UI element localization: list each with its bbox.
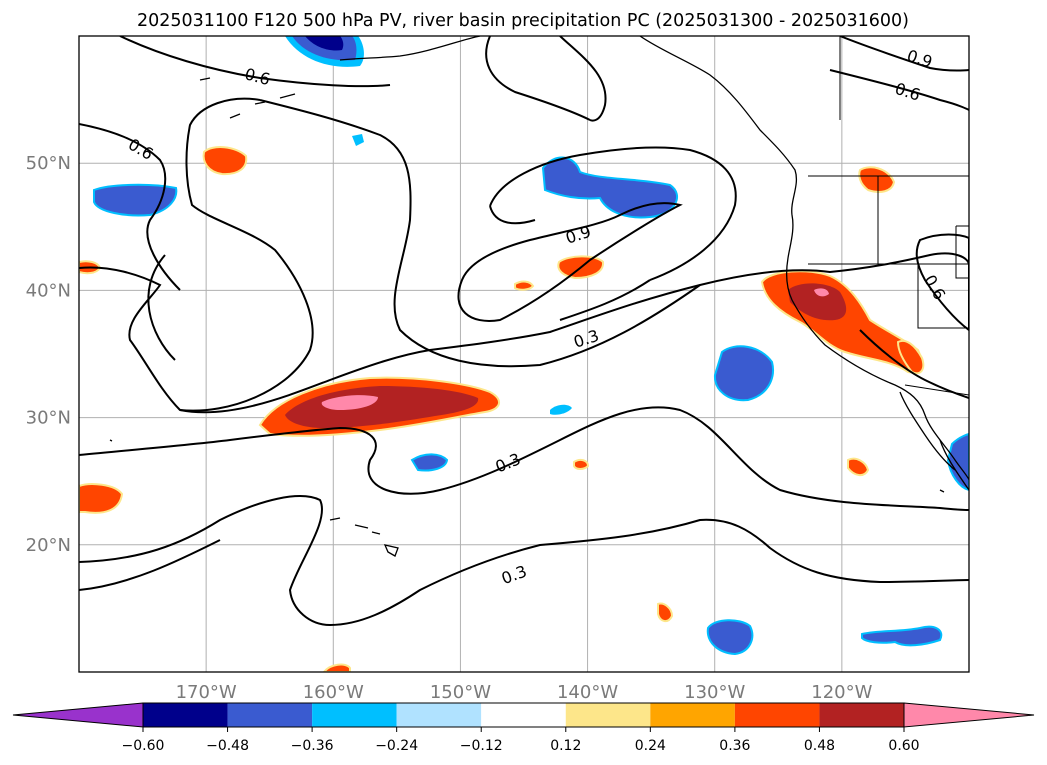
colorbar-frame	[142, 702, 905, 728]
coastline-aleutians	[199, 77, 296, 119]
colorbar-tick-label: −0.48	[206, 738, 249, 754]
colorbar-tick-label: 0.12	[550, 738, 581, 754]
figure-title: 2025031100 F120 500 hPa PV, river basin …	[137, 11, 909, 31]
gridlines	[79, 36, 969, 672]
precip-negative-blob	[93, 183, 178, 217]
pv-contour-line	[859, 329, 969, 399]
precip-positive-blob	[573, 458, 590, 470]
colorbar-segment	[312, 703, 397, 727]
colorbar-segment	[143, 703, 228, 727]
precip-positive-blob	[285, 386, 479, 428]
precip-positive-blob	[321, 395, 378, 410]
precip-positive-blob	[858, 166, 896, 193]
precip-negative-blob	[541, 156, 679, 219]
colorbar-tick-label: 0.48	[804, 738, 835, 754]
colorbar-tick-label: 0.24	[635, 738, 666, 754]
coastline-north-america	[639, 36, 969, 481]
precip-positive-blob	[847, 457, 870, 476]
precip-positive-blob	[896, 339, 925, 375]
colorbar-tick-label: 0.36	[719, 738, 750, 754]
coastline-islands	[109, 439, 945, 493]
border-us-mexico	[904, 384, 969, 396]
pv-contour-line	[489, 205, 536, 225]
precip-positive-blob	[514, 280, 535, 291]
coastlines	[109, 36, 969, 557]
colorbar-tick-label: −0.24	[375, 738, 418, 754]
colorbar-extend-high	[903, 702, 1035, 728]
precip-negative-blob	[713, 345, 774, 402]
colorbar-tick-label: −0.60	[122, 738, 165, 754]
colorbar-segment	[481, 703, 566, 727]
coastline-mexico	[939, 439, 969, 491]
pv-contour-line	[489, 146, 737, 281]
pv-contour-line	[259, 99, 701, 368]
precip-negative-blob	[410, 453, 449, 472]
map-frame	[78, 35, 970, 673]
lat-tick-label: 50°N	[26, 153, 71, 174]
lon-tick-label: 150°W	[430, 682, 491, 703]
pv-contour-line	[119, 36, 391, 88]
coastline-baja	[899, 391, 956, 471]
colorbar-extend-low	[12, 702, 144, 728]
precip-negative-blob	[861, 625, 943, 647]
precip-positive-blob	[788, 283, 847, 321]
colorbar-segment	[650, 703, 735, 727]
pv-contour-line	[79, 252, 969, 414]
border-states	[808, 36, 969, 329]
lon-tick-label: 140°W	[557, 682, 618, 703]
precip-negative-blob	[946, 432, 969, 492]
colorbar-tick-label: 0.60	[888, 738, 919, 754]
pv-contour-line	[457, 202, 683, 322]
pv-contour-line	[829, 69, 969, 111]
map-background	[79, 36, 969, 672]
coastline-alaska	[339, 36, 481, 61]
precip-negative-blob	[305, 36, 344, 51]
lon-tick-label: 170°W	[176, 682, 237, 703]
pv-contour-line	[79, 406, 969, 511]
colorbar-segment	[396, 703, 482, 727]
precip-positive-blob	[202, 146, 248, 176]
map-panel: 0.6 0.6 0.9 0.3 0.3 0.3 0.9 0.6 0.6 170°…	[26, 35, 970, 703]
lon-tick-label: 120°W	[811, 682, 872, 703]
latitude-tick-labels: 20°N 30°N 40°N 50°N	[26, 153, 71, 556]
pv-contour-line	[147, 254, 176, 361]
borders	[808, 36, 969, 396]
colorbar-segment	[565, 703, 651, 727]
pv-contour-line	[559, 279, 651, 321]
precip-shading	[79, 36, 969, 672]
pv-contour-line	[179, 97, 314, 412]
pv-contours	[79, 36, 969, 627]
lat-tick-label: 30°N	[26, 408, 71, 429]
pv-contour-line	[485, 36, 591, 121]
precip-negative-blob	[352, 134, 364, 146]
pv-contour-line	[839, 36, 969, 72]
precip-positive-blob	[814, 288, 829, 297]
colorbar-segment	[819, 703, 904, 727]
precip-positive-blob	[79, 483, 124, 514]
pv-contour-line	[79, 123, 181, 291]
colorbar: −0.60 −0.48 −0.36 −0.24 −0.12 0.12 0.24 0.36 0.4…	[12, 702, 1035, 754]
lat-tick-label: 40°N	[26, 280, 71, 301]
pv-contour-line	[915, 233, 969, 332]
precip-negative-blob	[706, 619, 754, 656]
colorbar-tick-label: −0.36	[291, 738, 334, 754]
pv-contour-line	[79, 539, 221, 591]
pv-contour-line	[79, 495, 969, 627]
colorbar-segment	[734, 703, 820, 727]
precip-positive-blob	[657, 602, 674, 622]
lon-tick-label: 130°W	[684, 682, 745, 703]
precip-positive-blob	[322, 663, 351, 672]
colorbar-segment	[227, 703, 313, 727]
pv-contour-line	[559, 36, 607, 122]
precip-negative-blob	[550, 404, 572, 415]
coastline-hawaii	[329, 517, 399, 557]
lat-tick-label: 20°N	[26, 535, 71, 556]
colorbar-tick-label: −0.12	[460, 738, 503, 754]
lon-tick-label: 160°W	[303, 682, 364, 703]
longitude-tick-labels: 170°W 160°W 150°W 140°W 130°W 120°W	[176, 682, 873, 703]
